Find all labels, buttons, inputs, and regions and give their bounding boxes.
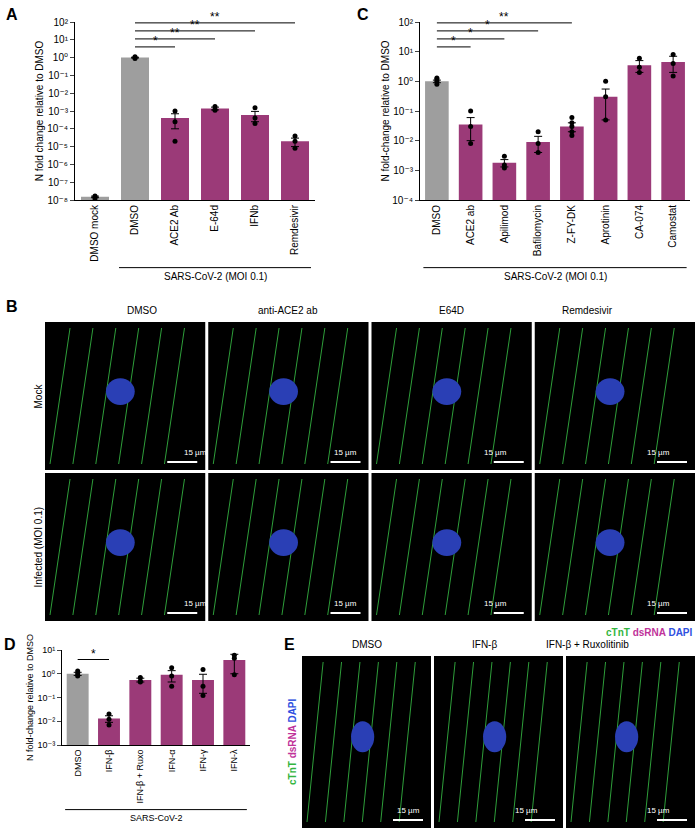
svg-text:10⁻⁵: 10⁻⁵	[47, 141, 68, 152]
svg-text:DMSO: DMSO	[431, 205, 442, 235]
svg-text:**: **	[210, 10, 220, 24]
svg-text:10⁻⁴: 10⁻⁴	[392, 195, 413, 206]
svg-text:DMSO: DMSO	[127, 305, 157, 316]
svg-text:10⁻²: 10⁻²	[393, 135, 413, 146]
svg-text:Infected (MOI 0.1): Infected (MOI 0.1)	[33, 507, 44, 588]
svg-text:10⁻¹: 10⁻¹	[37, 693, 55, 703]
svg-text:10⁻²: 10⁻²	[37, 716, 55, 726]
svg-text:10²: 10²	[399, 17, 414, 28]
svg-text:DMSO mock: DMSO mock	[89, 204, 100, 262]
svg-text:N fold-change relative to DMSO: N fold-change relative to DMSO	[380, 40, 391, 181]
svg-text:10⁻⁸: 10⁻⁸	[47, 195, 68, 206]
svg-text:*: *	[451, 34, 456, 48]
svg-text:IFN-α: IFN-α	[167, 750, 177, 773]
svg-text:*: *	[485, 18, 490, 32]
svg-text:ACE2 ab: ACE2 ab	[465, 205, 476, 245]
svg-text:10⁰: 10⁰	[42, 669, 56, 679]
svg-text:DMSO: DMSO	[352, 639, 382, 650]
svg-text:N fold-change relative to DMSO: N fold-change relative to DMSO	[25, 634, 35, 761]
svg-text:15 µm: 15 µm	[484, 448, 507, 457]
svg-text:**: **	[499, 10, 509, 24]
svg-text:cTnT dsRNA DAPI: cTnT dsRNA DAPI	[606, 627, 693, 638]
svg-text:DMSO: DMSO	[73, 750, 83, 777]
svg-text:10⁻¹: 10⁻¹	[48, 70, 68, 81]
svg-text:15 µm: 15 µm	[184, 599, 207, 608]
svg-text:ACE2 Ab: ACE2 Ab	[169, 205, 180, 246]
svg-text:anti-ACE2 ab: anti-ACE2 ab	[258, 305, 318, 316]
svg-text:10⁻³: 10⁻³	[48, 106, 68, 117]
svg-text:IFN-β + Ruxo: IFN-β + Ruxo	[135, 750, 145, 804]
svg-text:Remdesivir: Remdesivir	[289, 204, 300, 255]
svg-text:10⁻³: 10⁻³	[37, 740, 55, 750]
svg-text:15 µm: 15 µm	[647, 806, 670, 815]
svg-text:Apilimod: Apilimod	[499, 205, 510, 243]
svg-text:*: *	[91, 647, 96, 661]
svg-text:A: A	[6, 6, 18, 23]
svg-text:10¹: 10¹	[42, 645, 55, 655]
svg-text:SARS-CoV-2: SARS-CoV-2	[130, 813, 183, 823]
svg-text:IFN-β + Ruxolitinib: IFN-β + Ruxolitinib	[546, 639, 629, 650]
svg-text:10⁻²: 10⁻²	[48, 88, 68, 99]
svg-text:10⁻⁴: 10⁻⁴	[47, 123, 68, 134]
svg-text:10⁻⁶: 10⁻⁶	[47, 159, 68, 170]
svg-text:10¹: 10¹	[54, 34, 69, 45]
svg-text:Camostat: Camostat	[667, 205, 678, 248]
svg-text:DMSO: DMSO	[129, 205, 140, 235]
svg-text:Remdesivir: Remdesivir	[562, 305, 613, 316]
svg-text:15 µm: 15 µm	[515, 806, 538, 815]
svg-text:Aprotinin: Aprotinin	[600, 205, 611, 244]
svg-text:15 µm: 15 µm	[334, 599, 357, 608]
svg-text:SARS-CoV-2 (MOI 0.1): SARS-CoV-2 (MOI 0.1)	[504, 271, 607, 282]
svg-text:E: E	[284, 636, 295, 653]
svg-text:Z-FY-DK: Z-FY-DK	[566, 205, 577, 244]
svg-text:10²: 10²	[54, 17, 69, 28]
svg-text:IFN-γ: IFN-γ	[198, 749, 208, 771]
svg-text:cTnT dsRNA DAPI: cTnT dsRNA DAPI	[287, 698, 298, 785]
svg-text:15 µm: 15 µm	[397, 806, 420, 815]
svg-text:*: *	[153, 34, 158, 48]
svg-text:C: C	[357, 6, 369, 23]
svg-text:15 µm: 15 µm	[484, 599, 507, 608]
svg-text:10¹: 10¹	[399, 46, 414, 57]
svg-text:IFNb: IFNb	[249, 205, 260, 227]
svg-text:E-64d: E-64d	[209, 205, 220, 232]
svg-text:CA-074: CA-074	[634, 205, 645, 239]
svg-text:B: B	[6, 298, 18, 315]
svg-text:SARS-CoV-2 (MOI 0.1): SARS-CoV-2 (MOI 0.1)	[164, 271, 267, 282]
svg-text:E64D: E64D	[439, 305, 464, 316]
svg-text:10⁻⁷: 10⁻⁷	[48, 177, 68, 188]
svg-text:10⁰: 10⁰	[398, 76, 413, 87]
svg-text:D: D	[4, 636, 16, 653]
svg-text:15 µm: 15 µm	[647, 599, 670, 608]
svg-text:Mock: Mock	[33, 384, 44, 409]
svg-text:10⁻¹: 10⁻¹	[393, 106, 413, 117]
svg-text:IFN-β: IFN-β	[104, 750, 114, 773]
svg-text:*: *	[468, 26, 473, 40]
svg-text:15 µm: 15 µm	[334, 448, 357, 457]
svg-text:IFN-β: IFN-β	[472, 639, 497, 650]
svg-text:**: **	[190, 18, 200, 32]
svg-text:Bafilomycin: Bafilomycin	[532, 205, 543, 256]
svg-text:N fold change relative to DMSO: N fold change relative to DMSO	[34, 40, 45, 181]
svg-text:**: **	[170, 26, 180, 40]
svg-text:10⁰: 10⁰	[53, 52, 68, 63]
svg-text:10⁻³: 10⁻³	[393, 165, 413, 176]
svg-text:15 µm: 15 µm	[184, 448, 207, 457]
svg-text:15 µm: 15 µm	[647, 448, 670, 457]
svg-text:IFN-λ: IFN-λ	[229, 749, 239, 771]
